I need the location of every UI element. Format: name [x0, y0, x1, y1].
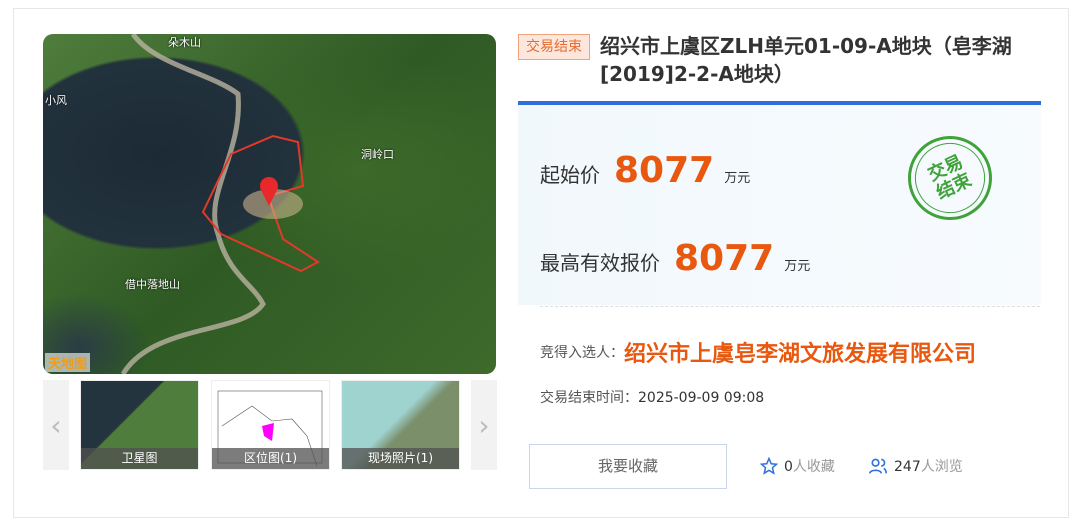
thumb-label: 卫星图	[81, 448, 198, 469]
end-time-label: 交易结束时间：	[540, 390, 638, 406]
map-label: 朵木山	[168, 36, 201, 49]
favorite-button[interactable]: 我要收藏	[529, 444, 727, 489]
divider-accent	[518, 101, 1041, 105]
winner-name: 绍兴市上虞皂李湖文旅发展有限公司	[624, 342, 977, 367]
map-label: 借中落地山	[125, 278, 180, 291]
top-bid-row: 最高有效报价 8077 万元	[540, 238, 810, 279]
users-icon	[869, 458, 887, 474]
favorites-suffix: 人收藏	[792, 459, 835, 475]
views-suffix: 人浏览	[920, 459, 963, 475]
map-label: 洞岭口	[361, 148, 394, 161]
winner-row: 竞得入选人： 绍兴市上虞皂李湖文旅发展有限公司	[540, 336, 976, 368]
prev-arrow-icon[interactable]: ‹	[43, 380, 69, 470]
top-bid-unit: 万元	[784, 259, 811, 274]
divider	[540, 306, 1040, 307]
thumb-label: 现场照片(1)	[342, 448, 459, 469]
thumb-satellite[interactable]: 卫星图	[80, 380, 199, 470]
stamp-text: 交易结束	[924, 151, 975, 204]
end-time-value: 2025-09-09 09:08	[638, 390, 765, 406]
thumb-site-photo[interactable]: 现场照片(1)	[341, 380, 460, 470]
map-overlay	[120, 34, 320, 374]
favorites-count: 0	[784, 459, 793, 475]
status-badge: 交易结束	[518, 34, 590, 60]
winner-label: 竞得入选人：	[540, 345, 624, 361]
top-bid-label: 最高有效报价	[540, 251, 660, 275]
satellite-map[interactable]: 朵木山 小风 洞岭口 借中落地山 天地图	[43, 34, 496, 374]
views-stat: 247人浏览	[868, 456, 963, 476]
star-icon[interactable]	[760, 457, 778, 475]
start-price-label: 起始价	[540, 163, 600, 187]
thumb-label: 区位图(1)	[212, 448, 329, 469]
top-bid-value: 8077	[674, 238, 775, 279]
thumb-location[interactable]: 区位图(1)	[211, 380, 330, 470]
page-title: 绍兴市上虞区ZLH单元01-09-A地块（皂李湖[2019]2-2-A地块）	[600, 34, 1012, 86]
favorites-stat: 0人收藏	[760, 456, 835, 476]
start-price-row: 起始价 8077 万元	[540, 150, 750, 191]
next-arrow-icon[interactable]: ›	[471, 380, 497, 470]
views-count: 247	[894, 459, 921, 475]
parcel-boundary	[201, 134, 320, 273]
map-logo: 天地图	[45, 353, 91, 372]
end-time-row: 交易结束时间： 2025-09-09 09:08	[540, 387, 764, 407]
start-price-unit: 万元	[724, 171, 751, 186]
start-price-value: 8077	[614, 150, 715, 191]
map-label: 小风	[45, 94, 67, 107]
location-pin-icon[interactable]	[260, 177, 278, 206]
